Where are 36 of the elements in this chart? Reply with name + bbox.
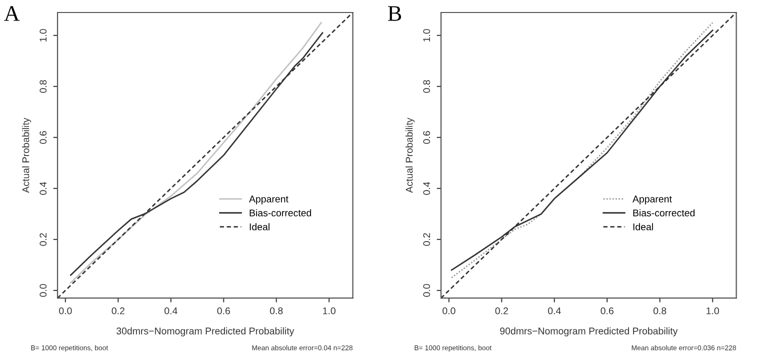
y-tick-label: 0.8 [423,80,430,93]
y-tick-label: 0.6 [40,131,47,144]
chart-title: B [388,6,402,21]
y-tick-label: 0.2 [40,233,47,246]
x-tick-label: 0.0 [59,307,72,314]
x-tick-label: 1.0 [706,307,719,314]
legend-label: Apparent [632,196,672,204]
chart-title: A [4,6,20,21]
x-tick-label: 0.2 [112,307,124,314]
legend-label: Ideal [633,223,653,230]
x-tick-label: 1.0 [323,307,336,314]
y-tick-label: 0.4 [40,182,47,195]
legend-label: Bias-corrected [633,209,695,216]
y-tick-label: 1.0 [423,29,430,42]
legend-label: Apparent [249,196,288,204]
y-tick-label: 0.2 [423,233,430,246]
x-tick-label: 0.4 [164,307,178,314]
x-tick-label: 0.4 [548,307,561,314]
legend-label: Ideal [250,223,270,230]
x-axis-title: 30dmrs−Nomogram Predicted Probability [116,327,294,336]
legend-label: Bias-corrected [250,209,312,216]
y-tick-label: 0.8 [40,80,47,93]
y-tick-label: 0.0 [40,284,47,297]
y-tick-label: 0.4 [423,182,430,195]
x-tick-label: 0.6 [600,307,614,314]
y-tick-label: 0.6 [423,131,430,144]
x-tick-label: 0.2 [495,307,508,314]
x-tick-label: 0.6 [217,307,230,314]
x-axis-title: 90dmrs−Nomogram Predicted Probability [500,327,678,336]
y-axis-title: Actual Probability [406,118,415,193]
x-tick-label: 0.0 [442,307,456,314]
y-tick-label: 0.0 [423,284,430,297]
x-tick-label: 0.8 [270,307,283,314]
y-axis-title: Actual Probability [22,118,32,193]
y-tick-label: 1.0 [40,29,47,42]
x-tick-label: 0.8 [653,307,666,314]
